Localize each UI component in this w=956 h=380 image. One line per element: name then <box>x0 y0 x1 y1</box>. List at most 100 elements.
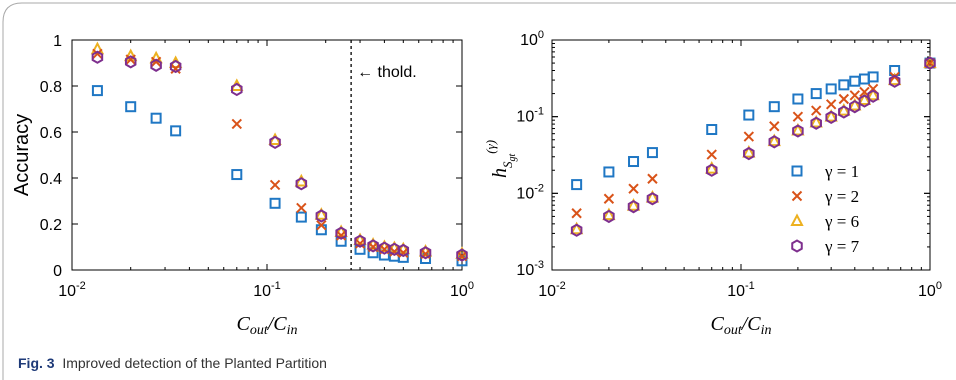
data-point-g1 <box>603 166 615 178</box>
data-point-g2 <box>296 202 307 214</box>
data-point-g2 <box>125 54 136 65</box>
x-tick-label: 10-2 <box>58 280 86 300</box>
data-point-g2 <box>231 118 243 130</box>
data-point-g2 <box>769 121 780 132</box>
data-point-g7 <box>867 89 879 103</box>
data-point-g7 <box>91 50 104 64</box>
data-point-g1 <box>838 79 850 91</box>
series-g7 <box>570 56 936 237</box>
data-point-g6 <box>857 92 872 105</box>
data-point-g2 <box>628 183 639 194</box>
data-point-g2 <box>603 193 615 204</box>
legend-marker-g6 <box>790 213 804 226</box>
data-point-g2 <box>170 63 181 74</box>
data-point-g1 <box>810 88 822 100</box>
data-point-g1 <box>628 156 640 168</box>
threshold-label: ← thold. <box>357 64 417 81</box>
data-point-g2 <box>743 131 755 142</box>
data-point-g6 <box>923 55 937 69</box>
data-point-g7 <box>295 177 308 191</box>
data-point-g2 <box>706 149 717 160</box>
plot-frame <box>551 39 931 271</box>
data-point-g7 <box>838 105 850 119</box>
data-point-g1 <box>125 101 137 113</box>
data-point-g2 <box>335 230 347 241</box>
y-tick-label: 100 <box>520 29 544 49</box>
data-point-g7 <box>825 110 837 124</box>
data-point-g7 <box>169 59 182 74</box>
data-point-g7 <box>888 74 901 88</box>
data-point-g2 <box>849 90 860 101</box>
data-point-g6 <box>767 133 781 147</box>
series-g6 <box>569 55 937 235</box>
data-point-g2 <box>647 173 658 184</box>
data-point-g7 <box>705 163 718 177</box>
data-point-g6 <box>824 109 838 122</box>
data-point-g7 <box>335 226 347 240</box>
data-point-g6 <box>791 122 805 136</box>
data-point-g6 <box>314 207 329 220</box>
data-point-g7 <box>269 135 281 150</box>
caption-label: Fig. 3 <box>18 355 55 371</box>
data-point-g2 <box>825 99 837 110</box>
x-axis-title: Cout/Cin <box>236 313 297 338</box>
data-point-g1 <box>867 71 879 83</box>
y-tick-label: 0 <box>53 263 62 280</box>
data-point-g7 <box>570 223 583 237</box>
accuracy-chart: 10-2 10-1 100 0 0.2 0.4 0.6 0.8 1 Cout/Cin Accurac… <box>11 33 474 338</box>
y-axis-title: Accuracy <box>11 114 33 196</box>
data-point-g7 <box>456 248 468 262</box>
data-point-g1 <box>706 124 718 136</box>
x-tick-label: 10-2 <box>538 280 566 300</box>
y-tick-label: 1 <box>53 33 62 50</box>
data-point-g1 <box>849 75 861 87</box>
data-point-g2 <box>792 111 804 122</box>
x-tick-label: 10-1 <box>727 280 755 300</box>
data-point-g7 <box>419 246 432 260</box>
x-tick-label: 10-1 <box>253 280 281 300</box>
data-point-g1 <box>170 125 182 137</box>
legend-marker-g7 <box>791 239 803 253</box>
data-point-g1 <box>150 112 162 124</box>
series-g1 <box>91 85 468 267</box>
series-g2 <box>92 48 468 262</box>
data-point-g1 <box>295 211 307 223</box>
y-tick-label: 10-2 <box>516 182 544 202</box>
data-point-g6 <box>742 144 756 158</box>
data-point-g1 <box>571 179 583 191</box>
data-point-g7 <box>924 56 936 70</box>
data-point-g6 <box>809 114 823 128</box>
h-chart: 10-2 10-1 10010-310-210-1100Cout/CinhSgt(γ… <box>483 29 942 338</box>
legend: γ = 1 γ = 2 γ = 6 γ = 7 <box>790 162 860 256</box>
data-point-g2 <box>150 56 162 68</box>
y-ticks <box>552 39 930 271</box>
data-point-g6 <box>866 87 880 101</box>
x-ticks <box>551 40 931 270</box>
data-point-g7 <box>768 135 781 149</box>
legend-label-g7: γ = 7 <box>824 237 860 256</box>
data-point-g7 <box>743 146 755 161</box>
data-point-g7 <box>810 116 822 130</box>
series-g1 <box>571 57 936 191</box>
data-point-g1 <box>315 224 327 236</box>
data-point-g6 <box>848 97 862 111</box>
data-point-g1 <box>91 85 103 97</box>
legend-label-g1: γ = 1 <box>824 162 859 181</box>
y-tick-label: 0.4 <box>40 171 62 188</box>
data-point-g2 <box>316 219 327 231</box>
legend-marker-g2 <box>791 190 803 202</box>
data-point-g1 <box>825 83 837 95</box>
data-point-g7 <box>397 243 410 258</box>
data-point-g6 <box>705 160 719 174</box>
data-point-g7 <box>646 192 659 206</box>
data-point-g1 <box>743 109 755 121</box>
data-point-g1 <box>768 101 780 113</box>
y-tick-label: 0.6 <box>40 125 62 142</box>
x-ticks <box>71 40 463 270</box>
y-tick-label: 10-3 <box>516 259 544 279</box>
x-axis-title: Cout/Cin <box>710 313 771 338</box>
y-tick-label: 0.8 <box>40 79 62 96</box>
data-point-g7 <box>627 200 640 214</box>
data-point-g2 <box>571 208 582 219</box>
